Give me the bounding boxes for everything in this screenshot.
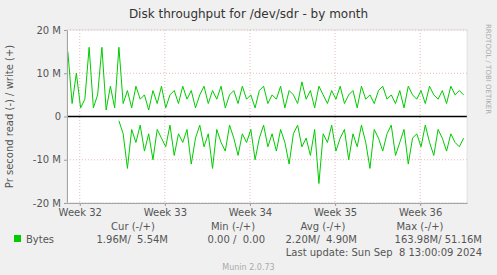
y-tick: 0	[55, 111, 67, 122]
x-tick: Week 36	[399, 203, 442, 218]
grid-line-y	[67, 159, 467, 160]
stats-cell: 2.20M/ 4.90M	[285, 234, 357, 245]
x-tick-mark	[165, 203, 166, 206]
x-tick-label: Week 36	[399, 207, 442, 218]
x-tick: Week 35	[314, 203, 357, 218]
x-tick: Week 32	[59, 203, 102, 218]
y-tick: -10 M	[33, 154, 67, 165]
x-tick-mark	[420, 203, 421, 206]
stats-cell: 1.96M/ 5.54M	[96, 234, 168, 245]
stats-header: Min (-/+)	[211, 221, 255, 232]
grid-line-y	[67, 73, 467, 74]
x-axis: Week 32 Week 33 Week 34 Week 35 Week 36	[59, 203, 468, 218]
zero-line	[67, 116, 467, 118]
y-tick: 10 M	[36, 68, 67, 79]
y-tick-label: 20 M	[36, 25, 61, 36]
stats-cell: 163.98M/ 51.16M	[395, 234, 482, 245]
x-tick: Week 33	[144, 203, 187, 218]
series-line	[119, 121, 464, 184]
x-tick-mark	[80, 203, 81, 206]
y-tick-mark	[64, 30, 67, 31]
y-tick-mark	[64, 117, 67, 118]
y-tick-mark	[64, 160, 67, 161]
series-line	[68, 47, 464, 110]
x-tick-label: Week 35	[314, 207, 357, 218]
y-tick-label: -20 M	[33, 198, 61, 209]
y-axis: -20 M -10 M 0 10 M 20 M	[33, 25, 68, 209]
y-tick-label: 10 M	[36, 68, 61, 79]
data-group	[68, 47, 464, 183]
y-tick-mark	[64, 73, 67, 74]
plot-area	[67, 30, 467, 203]
legend-entry: Bytes	[26, 234, 54, 245]
legend-swatch	[14, 235, 21, 242]
y-tick-mark	[64, 203, 67, 204]
credit: Munin 2.0.73	[222, 263, 274, 272]
y-tick-label: -10 M	[33, 154, 61, 165]
plot-frame	[67, 30, 467, 203]
stats-cell: 0.00 / 0.00	[208, 234, 265, 245]
stats-header: Avg (-/+)	[301, 221, 346, 232]
x-tick-label: Week 34	[229, 207, 272, 218]
x-tick-label: Week 32	[59, 207, 102, 218]
stats-header: Cur (-/+)	[111, 221, 155, 232]
chart-svg: -20 M -10 M 0 10 M 20 M Week 32 Week 33 Week 34…	[0, 0, 497, 275]
x-tick-mark	[250, 203, 251, 206]
title: Disk throughput for /dev/sdr - by month	[129, 7, 368, 21]
stats-header: Max (-/+)	[396, 221, 443, 232]
x-tick-label: Week 33	[144, 207, 187, 218]
y-tick: 20 M	[36, 25, 67, 36]
y-axis-title: Pr second read (-) / write (+)	[4, 45, 15, 188]
background	[0, 0, 497, 275]
watermark: RRDTOOL / TOBI OETIKER	[484, 24, 492, 114]
last-update: Last update: Sun Sep 8 13:00:09 2024	[286, 247, 482, 258]
x-tick: Week 34	[229, 203, 272, 218]
x-tick-mark	[335, 203, 336, 206]
grid-line-y	[67, 116, 467, 117]
grid	[67, 30, 467, 203]
y-tick-label: 0	[55, 111, 61, 122]
